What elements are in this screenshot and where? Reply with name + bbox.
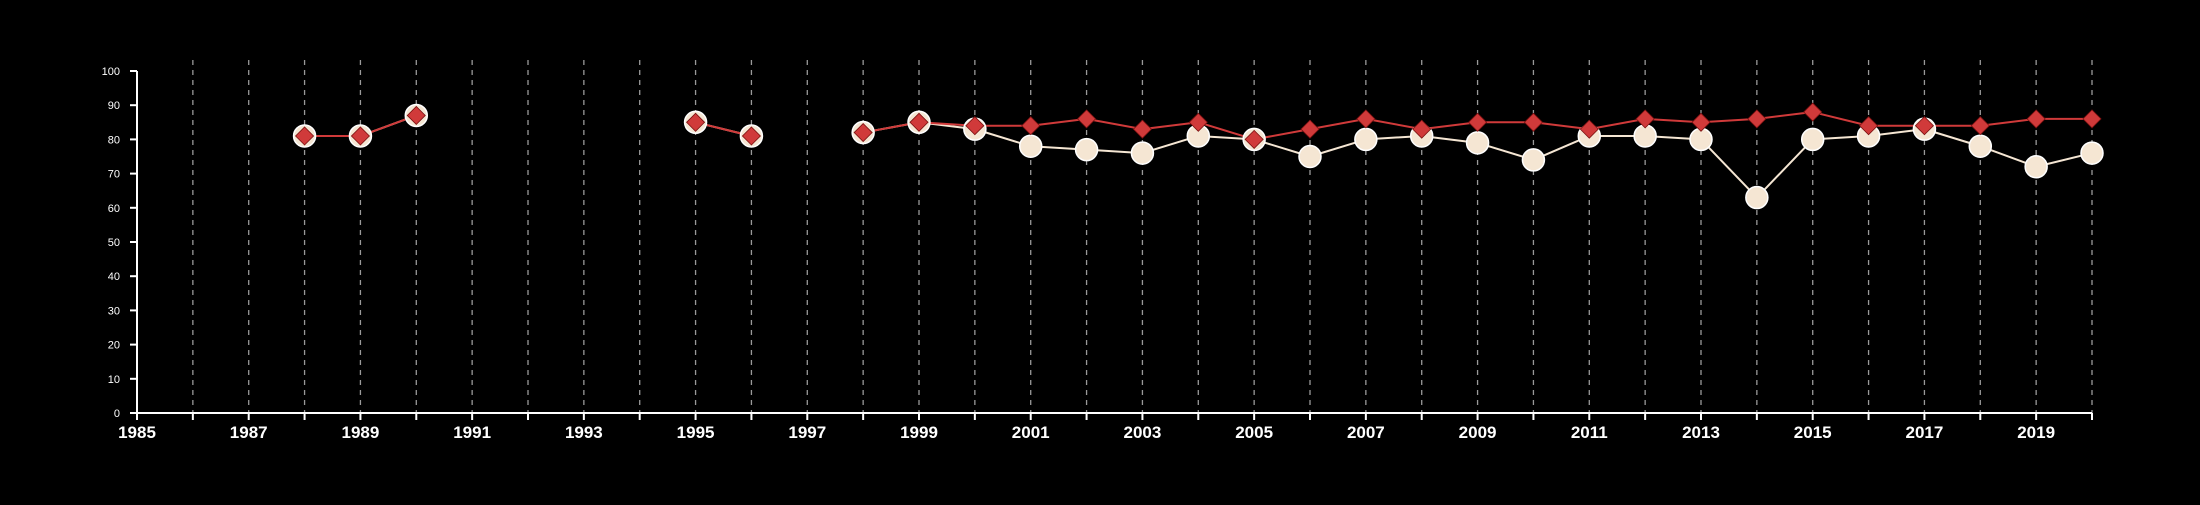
diamond-marker <box>1579 119 1599 139</box>
series-diamond-segment <box>1812 111 1869 127</box>
series-circle-segment <box>1756 138 1814 199</box>
circle-marker <box>1074 137 1099 162</box>
diamond-marker <box>1914 116 1934 136</box>
circle-marker <box>1298 144 1322 169</box>
series-diamond-segment <box>1309 117 1367 131</box>
x-tick-label: 1991 <box>453 423 491 442</box>
x-tick-label: 2009 <box>1459 423 1497 442</box>
x-tick-label: 2001 <box>1012 423 1050 442</box>
diamond-marker <box>406 105 426 126</box>
circle-marker <box>1130 141 1155 165</box>
y-tick-label: 70 <box>108 169 120 181</box>
circle-marker <box>1018 134 1043 158</box>
series-diamond-segment <box>1533 121 1590 131</box>
series-diamond-segment <box>1589 117 1646 131</box>
diamond-marker <box>965 116 985 136</box>
diamond-marker <box>1412 119 1432 139</box>
diamond-marker <box>2082 109 2102 129</box>
diamond-marker <box>1132 119 1152 139</box>
diamond-marker <box>853 122 873 143</box>
diamond-marker <box>1635 109 1655 129</box>
x-tick-label: 2005 <box>1235 423 1273 442</box>
diamond-marker <box>1244 129 1264 149</box>
x-tick-label: 2013 <box>1682 423 1720 442</box>
series-diamond-segment <box>1756 111 1813 120</box>
x-tick-label: 1995 <box>677 423 715 442</box>
y-tick-label: 10 <box>108 374 120 386</box>
diamond-marker <box>909 112 929 132</box>
circle-marker <box>2024 155 2048 179</box>
y-tick-label: 60 <box>108 203 120 215</box>
diamond-marker <box>1468 112 1488 132</box>
diamond-marker <box>1970 116 1990 136</box>
series-diamond-segment <box>1980 117 2037 127</box>
y-tick-label: 30 <box>108 305 120 317</box>
y-tick-label: 20 <box>108 340 120 352</box>
series-diamond-segment <box>1700 117 1757 124</box>
x-tick-label: 1989 <box>342 423 380 442</box>
diamond-marker <box>350 126 370 146</box>
circle-marker <box>1521 148 1546 172</box>
series-diamond-segment <box>1421 121 1478 131</box>
diamond-marker <box>295 126 315 146</box>
series-diamond-segment <box>1365 117 1422 131</box>
diamond-marker <box>1356 109 1376 129</box>
y-tick-label: 0 <box>114 408 120 420</box>
diamond-marker <box>1523 112 1543 132</box>
diamond-marker <box>1300 119 1320 139</box>
circle-marker <box>1354 127 1378 152</box>
series-markers <box>292 102 2104 210</box>
series-diamond-segment <box>1086 117 1143 131</box>
diamond-marker <box>2026 109 2046 129</box>
y-tick-label: 50 <box>108 237 120 249</box>
x-tick-label: 1985 <box>118 423 156 442</box>
y-tick-label: 100 <box>102 66 120 78</box>
diamond-marker <box>1077 109 1097 129</box>
x-tick-label: 1993 <box>565 423 603 442</box>
diamond-marker <box>1021 116 1041 136</box>
diamond-marker <box>1747 109 1767 129</box>
series-diamond-segment <box>1030 117 1087 127</box>
circle-marker <box>1745 185 1769 210</box>
y-tick-label: 40 <box>108 271 120 283</box>
grid-lines <box>192 60 2093 413</box>
x-tick-label: 2007 <box>1347 423 1385 442</box>
diamond-marker <box>741 126 761 146</box>
series-diamond-segment <box>1645 117 1702 124</box>
x-tick-label: 1997 <box>788 423 826 442</box>
diamond-marker <box>1803 102 1823 122</box>
diamond-marker <box>1859 116 1879 136</box>
x-tick-label: 2019 <box>2017 423 2055 442</box>
series-diamond-segment <box>1142 121 1199 131</box>
diamond-marker <box>1691 112 1711 132</box>
circle-marker <box>1465 131 1490 155</box>
diamond-marker <box>1188 112 1208 132</box>
x-tick-label: 2003 <box>1124 423 1162 442</box>
x-tick-label: 2011 <box>1571 423 1608 442</box>
x-tick-label: 2017 <box>1906 423 1944 442</box>
x-tick-label: 2015 <box>1794 423 1832 442</box>
axes: 0 10 20 30 40 50 60 70 80 90 100 1985 1987 1989 1991 19… <box>102 66 2093 442</box>
circle-marker <box>1968 134 1993 158</box>
x-tick-label: 1999 <box>900 423 938 442</box>
x-tick-label: 1987 <box>230 423 268 442</box>
series-circle-segment <box>1700 138 1758 199</box>
circle-marker <box>2080 141 2104 165</box>
y-tick-label: 90 <box>108 100 120 112</box>
diamond-marker <box>686 112 706 132</box>
circle-marker <box>1800 127 1825 152</box>
y-tick-label: 80 <box>108 134 120 146</box>
